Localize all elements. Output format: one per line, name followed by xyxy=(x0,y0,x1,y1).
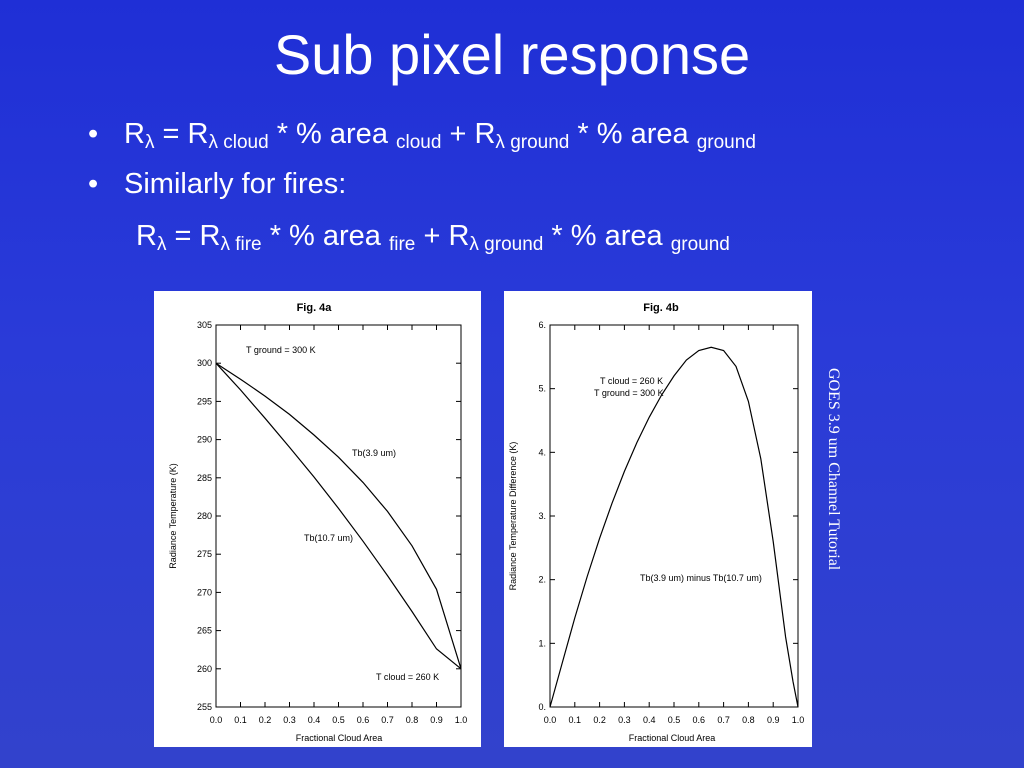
fig-4b-y-tick-label: 3. xyxy=(538,511,546,521)
fig-4a-y-tick-label: 280 xyxy=(197,511,212,521)
fig-4a-x-tick-label: 0.4 xyxy=(308,715,321,725)
fig-4b-y-tick-label: 6. xyxy=(538,320,546,330)
fig-4b-chart: Fig. 4b Fractional Cloud Area Radiance T… xyxy=(508,302,804,743)
fig-4a-ticks: 0.0 0.1 0.2 0.3 0.4 0.5 0.6 0.7 0.8 0.9 1.0 255 260 2… xyxy=(197,320,467,725)
fig-4a-x-tick-label: 0.0 xyxy=(210,715,223,725)
fig-4b-y-tick-label: 5. xyxy=(538,384,546,394)
fig-4b-x-label: Fractional Cloud Area xyxy=(629,733,716,743)
fig-4b-annotation-cloud: T cloud = 260 K xyxy=(600,376,663,386)
fig-4a-y-tick-label: 270 xyxy=(197,587,212,597)
fig-4a-x-tick-label: 0.5 xyxy=(332,715,345,725)
fig-4a-x-tick-label: 0.6 xyxy=(357,715,370,725)
fig-4a-annotation-ground: T ground = 300 K xyxy=(246,345,316,355)
fig-4a-x-label: Fractional Cloud Area xyxy=(296,733,383,743)
fig-4a-x-tick-label: 0.2 xyxy=(259,715,272,725)
bullet-fires-intro: • Similarly for fires: xyxy=(88,168,347,200)
fig-4b-x-tick-label: 0.5 xyxy=(668,715,681,725)
fig-4a-series-label-107: Tb(10.7 um) xyxy=(304,533,353,543)
fig-4a-y-tick-label: 285 xyxy=(197,473,212,483)
fig-4a-y-tick-label: 265 xyxy=(197,626,212,636)
bullet-dot: • xyxy=(88,168,99,200)
side-note: GOES 3.9 um Channel Tutorial xyxy=(825,368,842,571)
fig-4a-frame xyxy=(215,324,462,708)
fig-4a-title: Fig. 4a xyxy=(297,302,333,314)
fig-4b-annotation-ground: T ground = 300 K xyxy=(594,388,664,398)
fire-formula: Rλ = Rλ fire * % area fire + Rλ ground *… xyxy=(136,220,730,255)
fig-4a-y-tick-label: 305 xyxy=(197,320,212,330)
fig-4b-panel: Fig. 4b Fractional Cloud Area Radiance T… xyxy=(504,291,812,747)
fig-4b-x-tick-label: 0.0 xyxy=(544,715,557,725)
bullet-dot: • xyxy=(88,118,99,150)
fig-4b-y-tick-label: 1. xyxy=(538,638,546,648)
fig-4b-y-tick-label: 2. xyxy=(538,575,546,585)
fig-4a-x-tick-label: 0.1 xyxy=(234,715,247,725)
fig-4b-series-label: Tb(3.9 um) minus Tb(10.7 um) xyxy=(640,573,762,583)
fig-4b-x-tick-label: 0.1 xyxy=(569,715,582,725)
fig-4a-y-tick-label: 255 xyxy=(197,702,212,712)
fig-4b-lines xyxy=(549,346,799,708)
fig-4b-x-tick-label: 0.9 xyxy=(767,715,780,725)
fig-4b-title: Fig. 4b xyxy=(643,302,679,314)
fig-4b-x-tick-label: 0.3 xyxy=(618,715,631,725)
fig-4a-y-tick-label: 290 xyxy=(197,435,212,445)
bullet-cloud-formula: • Rλ = Rλ cloud * % area cloud + Rλ groun… xyxy=(88,118,756,153)
fig-4a-x-tick-label: 0.8 xyxy=(406,715,419,725)
fig-4b-x-tick-label: 0.8 xyxy=(742,715,755,725)
fig-4a-panel: Fig. 4a Fractional Cloud Area Radiance T… xyxy=(154,291,481,747)
fig-4b-x-tick-label: 0.4 xyxy=(643,715,656,725)
fig-4b-frame xyxy=(549,324,799,708)
fig-4b-ticks: 0.0 0.1 0.2 0.3 0.4 0.5 0.6 0.7 0.8 0.9 1.0 0. 1. 2. 3… xyxy=(538,320,804,725)
fig-4b-y-label: Radiance Temperature Difference (K) xyxy=(508,442,518,591)
fig-4a-chart: Fig. 4a Fractional Cloud Area Radiance T… xyxy=(168,302,467,743)
fig-4b-y-tick-label: 4. xyxy=(538,447,546,457)
fig-4a-y-tick-label: 300 xyxy=(197,358,212,368)
fig-4a-series-label-39: Tb(3.9 um) xyxy=(352,448,396,458)
fig-4a-y-label: Radiance Temperature (K) xyxy=(168,463,178,568)
fig-4a-series-line-0 xyxy=(215,362,462,669)
fig-4a-y-tick-label: 275 xyxy=(197,549,212,559)
fig-4b-series-line-0 xyxy=(549,346,799,708)
fig-4b-x-tick-label: 1.0 xyxy=(792,715,805,725)
fig-4a-y-tick-label: 260 xyxy=(197,664,212,674)
fig-4a-x-tick-label: 1.0 xyxy=(455,715,468,725)
fig-4a-y-tick-label: 295 xyxy=(197,396,212,406)
fig-4a-x-tick-label: 0.3 xyxy=(283,715,296,725)
fig-4a-x-tick-label: 0.9 xyxy=(430,715,443,725)
fig-4a-x-tick-label: 0.7 xyxy=(381,715,394,725)
fig-4b-x-tick-label: 0.7 xyxy=(717,715,730,725)
fig-4a-series-line-1 xyxy=(215,362,462,670)
page-title: Sub pixel response xyxy=(273,23,751,86)
fig-4a-annotation-cloud: T cloud = 260 K xyxy=(376,672,439,682)
fig-4b-x-tick-label: 0.6 xyxy=(693,715,706,725)
fig-4b-x-tick-label: 0.2 xyxy=(593,715,606,725)
fig-4a-lines xyxy=(215,362,462,670)
fig-4b-y-tick-label: 0. xyxy=(538,702,546,712)
